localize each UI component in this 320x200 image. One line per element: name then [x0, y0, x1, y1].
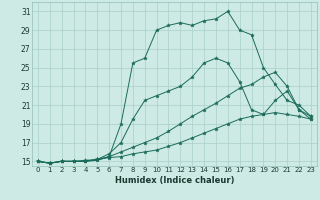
- X-axis label: Humidex (Indice chaleur): Humidex (Indice chaleur): [115, 176, 234, 185]
